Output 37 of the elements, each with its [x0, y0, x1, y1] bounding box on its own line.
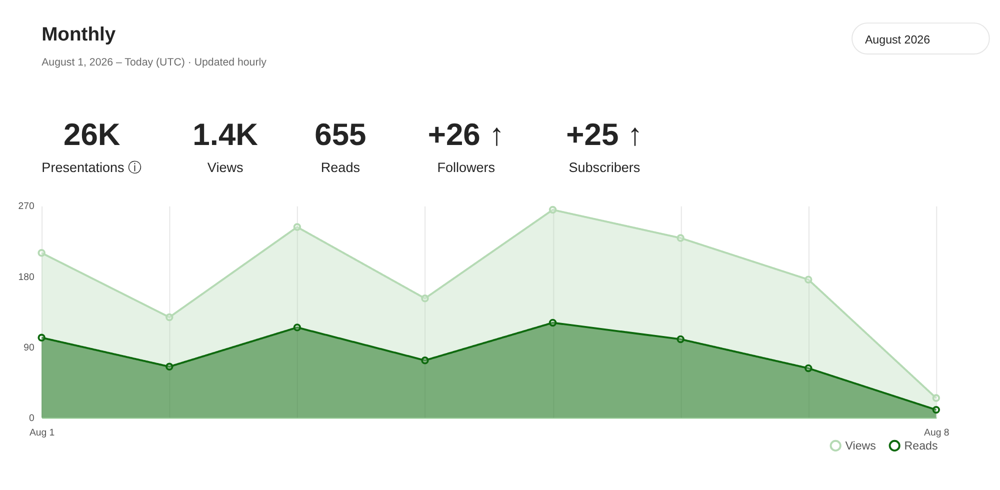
y-tick-label: 270: [18, 201, 34, 212]
point: [676, 335, 684, 344]
text: Presentations ⓘ: [42, 160, 142, 176]
y-tick-label: 180: [18, 272, 34, 283]
x-tick-label: Aug 1: [29, 428, 55, 439]
chart-title: Monthly: [42, 23, 116, 46]
point: [166, 362, 174, 371]
text: Reads: [320, 160, 360, 176]
point: [421, 294, 429, 302]
point: [932, 406, 940, 414]
text: 26K: [63, 116, 121, 152]
text: 1.4K: [192, 116, 259, 152]
point: [932, 394, 940, 402]
x-tick-label: Aug 8: [924, 428, 950, 439]
chart-subtitle: August 1, 2026 – Today (UTC) · Updated hourly: [42, 56, 268, 69]
text: Subscribers: [568, 160, 640, 176]
text: Followers: [437, 160, 496, 176]
point: [293, 223, 302, 231]
y-tick-label: 0: [28, 413, 34, 424]
point: [166, 313, 174, 322]
text: +25 ↑: [566, 116, 643, 152]
point: [548, 318, 557, 327]
text: August 2026: [864, 33, 930, 46]
text: 655: [314, 116, 366, 152]
legend-label: Views: [845, 440, 876, 453]
legend-label: Reads: [904, 440, 938, 453]
text: Views: [207, 160, 244, 176]
point: [38, 334, 46, 342]
point: [804, 276, 812, 284]
point: [421, 356, 429, 364]
y-tick-label: 90: [24, 342, 34, 354]
text: +26 ↑: [428, 116, 504, 152]
point: [293, 324, 302, 332]
point: [548, 206, 557, 214]
point: [676, 234, 684, 242]
point: [38, 249, 46, 257]
point: [804, 364, 812, 372]
